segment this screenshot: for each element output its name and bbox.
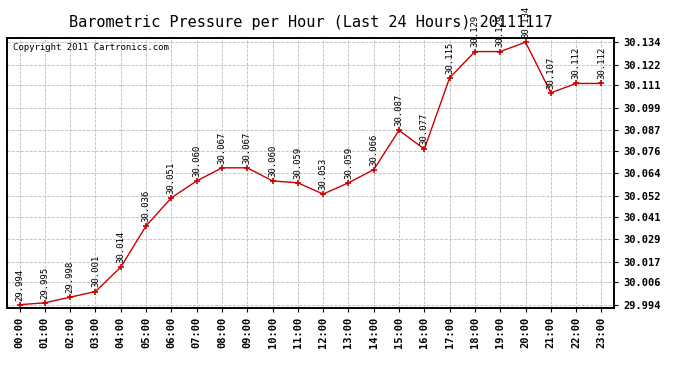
Text: 30.134: 30.134 <box>521 6 530 38</box>
Text: 30.129: 30.129 <box>495 15 505 47</box>
Text: 30.053: 30.053 <box>319 158 328 190</box>
Text: 30.051: 30.051 <box>167 161 176 194</box>
Text: 30.036: 30.036 <box>141 189 150 222</box>
Text: 29.994: 29.994 <box>15 268 24 300</box>
Text: 29.998: 29.998 <box>66 261 75 293</box>
Text: 30.112: 30.112 <box>571 47 581 79</box>
Text: Copyright 2011 Cartronics.com: Copyright 2011 Cartronics.com <box>13 43 169 52</box>
Text: 30.067: 30.067 <box>243 131 252 164</box>
Text: 30.077: 30.077 <box>420 112 429 145</box>
Text: 30.059: 30.059 <box>344 146 353 178</box>
Text: 30.014: 30.014 <box>116 231 126 263</box>
Text: 29.995: 29.995 <box>40 266 50 298</box>
Text: 30.001: 30.001 <box>91 255 100 287</box>
Text: 30.107: 30.107 <box>546 56 555 88</box>
Text: 30.129: 30.129 <box>471 15 480 47</box>
Text: 30.112: 30.112 <box>597 47 606 79</box>
Text: 30.115: 30.115 <box>445 41 454 74</box>
Text: Barometric Pressure per Hour (Last 24 Hours) 20111117: Barometric Pressure per Hour (Last 24 Ho… <box>69 15 552 30</box>
Text: 30.087: 30.087 <box>395 94 404 126</box>
Text: 30.059: 30.059 <box>293 146 302 178</box>
Text: 30.067: 30.067 <box>217 131 226 164</box>
Text: 30.066: 30.066 <box>369 133 378 165</box>
Text: 30.060: 30.060 <box>268 144 277 177</box>
Text: 30.060: 30.060 <box>192 144 201 177</box>
